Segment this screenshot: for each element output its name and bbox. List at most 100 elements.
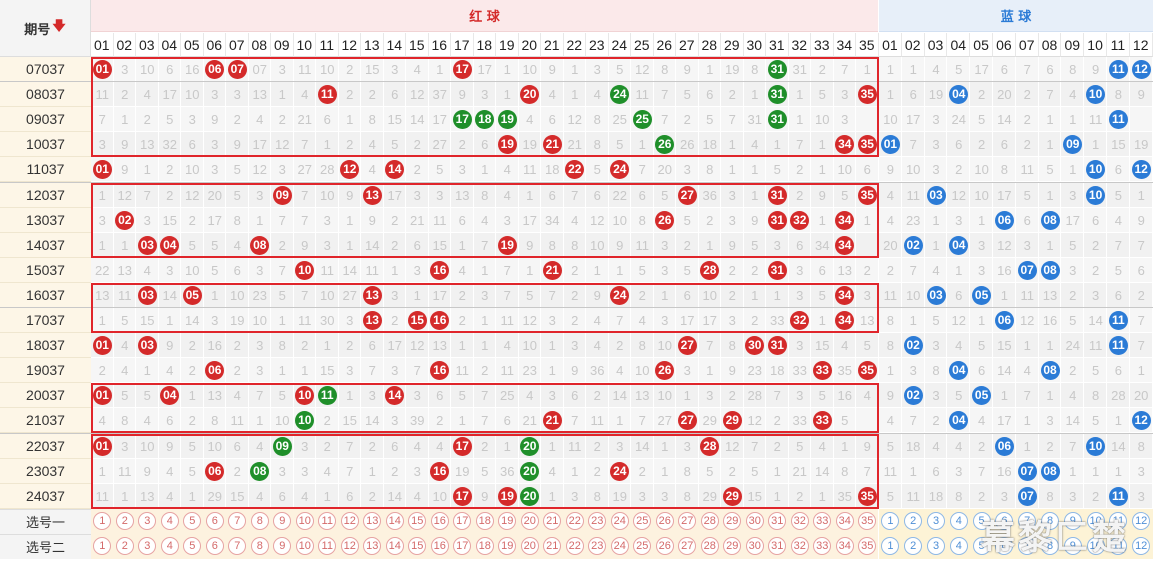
select-red-number[interactable]: 34 xyxy=(835,512,854,531)
select-red-number[interactable]: 22 xyxy=(565,512,584,531)
select-red-number[interactable]: 29 xyxy=(723,537,742,556)
red-ball[interactable]: 21 xyxy=(542,260,562,280)
red-ball[interactable]: 32 xyxy=(790,210,810,230)
blue-column-header[interactable]: 11 xyxy=(1107,33,1130,57)
select-red-number[interactable]: 17 xyxy=(453,512,472,531)
select-red-number[interactable]: 21 xyxy=(543,512,562,531)
blue-column-header[interactable]: 10 xyxy=(1084,33,1107,57)
blue-ball[interactable]: 06 xyxy=(994,210,1014,230)
select-blue-number[interactable]: 8 xyxy=(1041,537,1059,556)
blue-ball[interactable]: 07 xyxy=(1017,486,1037,506)
blue-ball[interactable]: 03 xyxy=(926,185,946,205)
green-ball[interactable]: 20 xyxy=(520,486,540,506)
red-column-header[interactable]: 11 xyxy=(316,33,339,57)
red-column-header[interactable]: 10 xyxy=(293,33,316,57)
blue-ball[interactable]: 10 xyxy=(1086,160,1106,180)
green-ball[interactable]: 11 xyxy=(317,386,337,406)
blue-ball[interactable]: 11 xyxy=(1108,336,1128,356)
select-red-number[interactable]: 33 xyxy=(813,537,832,556)
red-column-header[interactable]: 31 xyxy=(766,33,789,57)
select-red-number[interactable]: 16 xyxy=(430,512,449,531)
green-ball[interactable]: 20 xyxy=(520,461,540,481)
red-ball[interactable]: 34 xyxy=(835,285,855,305)
red-ball[interactable]: 27 xyxy=(677,411,697,431)
green-ball[interactable]: 26 xyxy=(655,135,675,155)
blue-ball[interactable]: 11 xyxy=(1108,110,1128,130)
select-red-number[interactable]: 1 xyxy=(93,512,112,531)
green-ball[interactable]: 09 xyxy=(272,436,292,456)
red-column-header[interactable]: 17 xyxy=(451,33,474,57)
blue-ball[interactable]: 07 xyxy=(1017,260,1037,280)
red-ball[interactable]: 35 xyxy=(857,361,877,381)
blue-ball[interactable]: 04 xyxy=(949,235,969,255)
blue-ball[interactable]: 11 xyxy=(1108,486,1128,506)
red-ball[interactable]: 24 xyxy=(610,461,630,481)
select-red-number[interactable]: 11 xyxy=(318,537,337,556)
select-red-number[interactable]: 25 xyxy=(633,512,652,531)
red-ball[interactable]: 31 xyxy=(767,185,787,205)
red-column-header[interactable]: 24 xyxy=(608,33,631,57)
select-red-number[interactable]: 19 xyxy=(498,537,517,556)
red-ball[interactable]: 16 xyxy=(430,311,450,331)
select-blue-number[interactable]: 3 xyxy=(927,512,945,531)
red-ball[interactable]: 32 xyxy=(790,311,810,331)
blue-column-header[interactable]: 08 xyxy=(1038,33,1062,57)
red-ball[interactable]: 34 xyxy=(835,235,855,255)
select-blue-number[interactable]: 9 xyxy=(1063,537,1082,556)
select-red-number[interactable]: 27 xyxy=(678,512,697,531)
select-red-number[interactable]: 12 xyxy=(340,537,359,556)
select-blue-number[interactable]: 6 xyxy=(995,537,1014,556)
select-blue-number[interactable]: 2 xyxy=(904,512,923,531)
red-column-header[interactable]: 28 xyxy=(698,33,721,57)
select-red-number[interactable]: 10 xyxy=(295,512,314,531)
red-column-header[interactable]: 35 xyxy=(856,33,879,57)
red-column-header[interactable]: 14 xyxy=(383,33,406,57)
select-red-number[interactable]: 31 xyxy=(768,537,787,556)
blue-ball[interactable]: 11 xyxy=(1108,311,1128,331)
select-blue-number[interactable]: 2 xyxy=(904,537,923,556)
select-red-number[interactable]: 26 xyxy=(655,512,674,531)
select-red-number[interactable]: 7 xyxy=(228,512,247,531)
select-blue-number[interactable]: 6 xyxy=(995,512,1014,531)
green-ball[interactable]: 17 xyxy=(452,110,472,130)
red-ball[interactable]: 06 xyxy=(205,60,225,80)
red-ball[interactable]: 03 xyxy=(137,285,157,305)
select-red-number[interactable]: 35 xyxy=(858,537,877,556)
red-ball[interactable]: 01 xyxy=(92,60,112,80)
select-red-number[interactable]: 20 xyxy=(520,512,539,531)
green-ball[interactable]: 31 xyxy=(767,60,787,80)
select-blue-number[interactable]: 7 xyxy=(1018,537,1037,556)
red-column-header[interactable]: 33 xyxy=(811,33,834,57)
red-ball[interactable]: 12 xyxy=(340,160,360,180)
red-column-header[interactable]: 12 xyxy=(338,33,361,57)
blue-ball[interactable]: 11 xyxy=(1108,60,1128,80)
green-ball[interactable]: 20 xyxy=(520,436,540,456)
select-red-number[interactable]: 2 xyxy=(115,537,134,556)
select-red-number[interactable]: 18 xyxy=(475,537,494,556)
select-red-number[interactable]: 4 xyxy=(160,537,179,556)
select-red-number[interactable]: 3 xyxy=(138,537,157,556)
blue-ball[interactable]: 01 xyxy=(880,135,900,155)
red-column-header[interactable]: 08 xyxy=(248,33,271,57)
select-red-number[interactable]: 8 xyxy=(250,537,269,556)
blue-ball[interactable]: 09 xyxy=(1063,135,1083,155)
blue-ball[interactable]: 08 xyxy=(1040,260,1060,280)
select-red-number[interactable]: 29 xyxy=(723,512,742,531)
red-ball[interactable]: 15 xyxy=(407,311,427,331)
select-blue-number[interactable]: 8 xyxy=(1041,512,1059,531)
red-ball[interactable]: 19 xyxy=(497,235,517,255)
select-red-number[interactable]: 12 xyxy=(340,512,359,531)
blue-column-header[interactable]: 06 xyxy=(993,33,1016,57)
select-red-number[interactable]: 7 xyxy=(228,537,247,556)
blue-ball[interactable]: 05 xyxy=(972,386,992,406)
blue-ball[interactable]: 04 xyxy=(949,361,969,381)
red-column-header[interactable]: 20 xyxy=(518,33,541,57)
blue-column-header[interactable]: 04 xyxy=(947,33,971,57)
blue-ball[interactable]: 12 xyxy=(1131,411,1151,431)
blue-column-header[interactable]: 07 xyxy=(1015,33,1039,57)
select-blue-number[interactable]: 5 xyxy=(972,512,991,531)
red-ball[interactable]: 17 xyxy=(452,486,472,506)
red-ball[interactable]: 27 xyxy=(677,336,697,356)
blue-ball[interactable]: 02 xyxy=(903,336,923,356)
red-ball[interactable]: 13 xyxy=(362,285,382,305)
